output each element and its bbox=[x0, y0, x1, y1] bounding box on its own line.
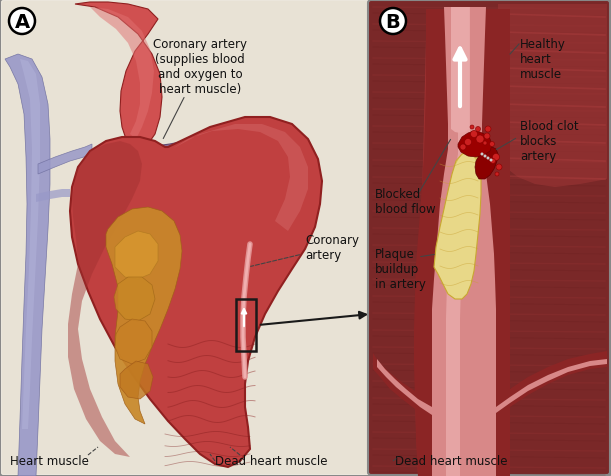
Polygon shape bbox=[115, 319, 152, 364]
Polygon shape bbox=[90, 8, 154, 140]
Polygon shape bbox=[106, 208, 182, 424]
Polygon shape bbox=[446, 8, 470, 476]
Polygon shape bbox=[415, 40, 510, 476]
Polygon shape bbox=[373, 353, 432, 417]
Text: Dead heart muscle: Dead heart muscle bbox=[215, 455, 327, 467]
Text: Blocked
blood flow: Blocked blood flow bbox=[375, 188, 436, 216]
Circle shape bbox=[464, 139, 472, 146]
Bar bbox=[236, 299, 256, 351]
Polygon shape bbox=[496, 359, 607, 413]
Text: Plaque
buildup
in artery: Plaque buildup in artery bbox=[375, 248, 426, 290]
Polygon shape bbox=[456, 152, 480, 165]
Polygon shape bbox=[377, 359, 432, 415]
Polygon shape bbox=[160, 148, 293, 165]
Polygon shape bbox=[496, 351, 607, 417]
Circle shape bbox=[480, 153, 483, 156]
Circle shape bbox=[489, 159, 492, 162]
Polygon shape bbox=[114, 278, 155, 321]
Circle shape bbox=[492, 154, 500, 161]
Polygon shape bbox=[432, 8, 496, 476]
Polygon shape bbox=[38, 145, 92, 175]
Text: A: A bbox=[15, 12, 29, 31]
Circle shape bbox=[491, 159, 496, 164]
Polygon shape bbox=[458, 132, 492, 158]
Polygon shape bbox=[120, 361, 153, 399]
Circle shape bbox=[484, 134, 490, 140]
Circle shape bbox=[489, 142, 494, 147]
Polygon shape bbox=[475, 148, 498, 179]
Circle shape bbox=[460, 145, 466, 151]
FancyBboxPatch shape bbox=[368, 1, 610, 475]
Circle shape bbox=[475, 127, 480, 132]
FancyBboxPatch shape bbox=[2, 2, 369, 474]
Circle shape bbox=[486, 157, 489, 160]
Polygon shape bbox=[115, 231, 158, 279]
Circle shape bbox=[483, 155, 486, 158]
Polygon shape bbox=[414, 10, 510, 476]
Text: B: B bbox=[386, 12, 400, 31]
Polygon shape bbox=[498, 5, 607, 188]
Circle shape bbox=[470, 131, 478, 138]
Polygon shape bbox=[70, 118, 322, 467]
Text: Coronary artery
(supplies blood
and oxygen to
heart muscle): Coronary artery (supplies blood and oxyg… bbox=[153, 38, 247, 139]
Text: Coronary
artery: Coronary artery bbox=[251, 234, 359, 267]
Text: Healthy
heart
muscle: Healthy heart muscle bbox=[520, 38, 566, 81]
Circle shape bbox=[496, 165, 502, 170]
Polygon shape bbox=[172, 125, 308, 231]
Polygon shape bbox=[36, 189, 70, 203]
Circle shape bbox=[495, 173, 499, 177]
Circle shape bbox=[485, 127, 491, 133]
Polygon shape bbox=[68, 142, 142, 457]
Polygon shape bbox=[451, 8, 469, 134]
Polygon shape bbox=[148, 130, 298, 168]
Text: Dead heart muscle: Dead heart muscle bbox=[395, 455, 508, 467]
Polygon shape bbox=[20, 60, 40, 429]
Text: Blood clot
blocks
artery: Blood clot blocks artery bbox=[520, 120, 579, 163]
Polygon shape bbox=[434, 152, 481, 299]
Circle shape bbox=[470, 126, 474, 130]
Polygon shape bbox=[75, 3, 162, 149]
Polygon shape bbox=[5, 55, 50, 476]
Text: Heart muscle: Heart muscle bbox=[10, 455, 89, 467]
Circle shape bbox=[483, 142, 487, 146]
Circle shape bbox=[476, 136, 484, 144]
